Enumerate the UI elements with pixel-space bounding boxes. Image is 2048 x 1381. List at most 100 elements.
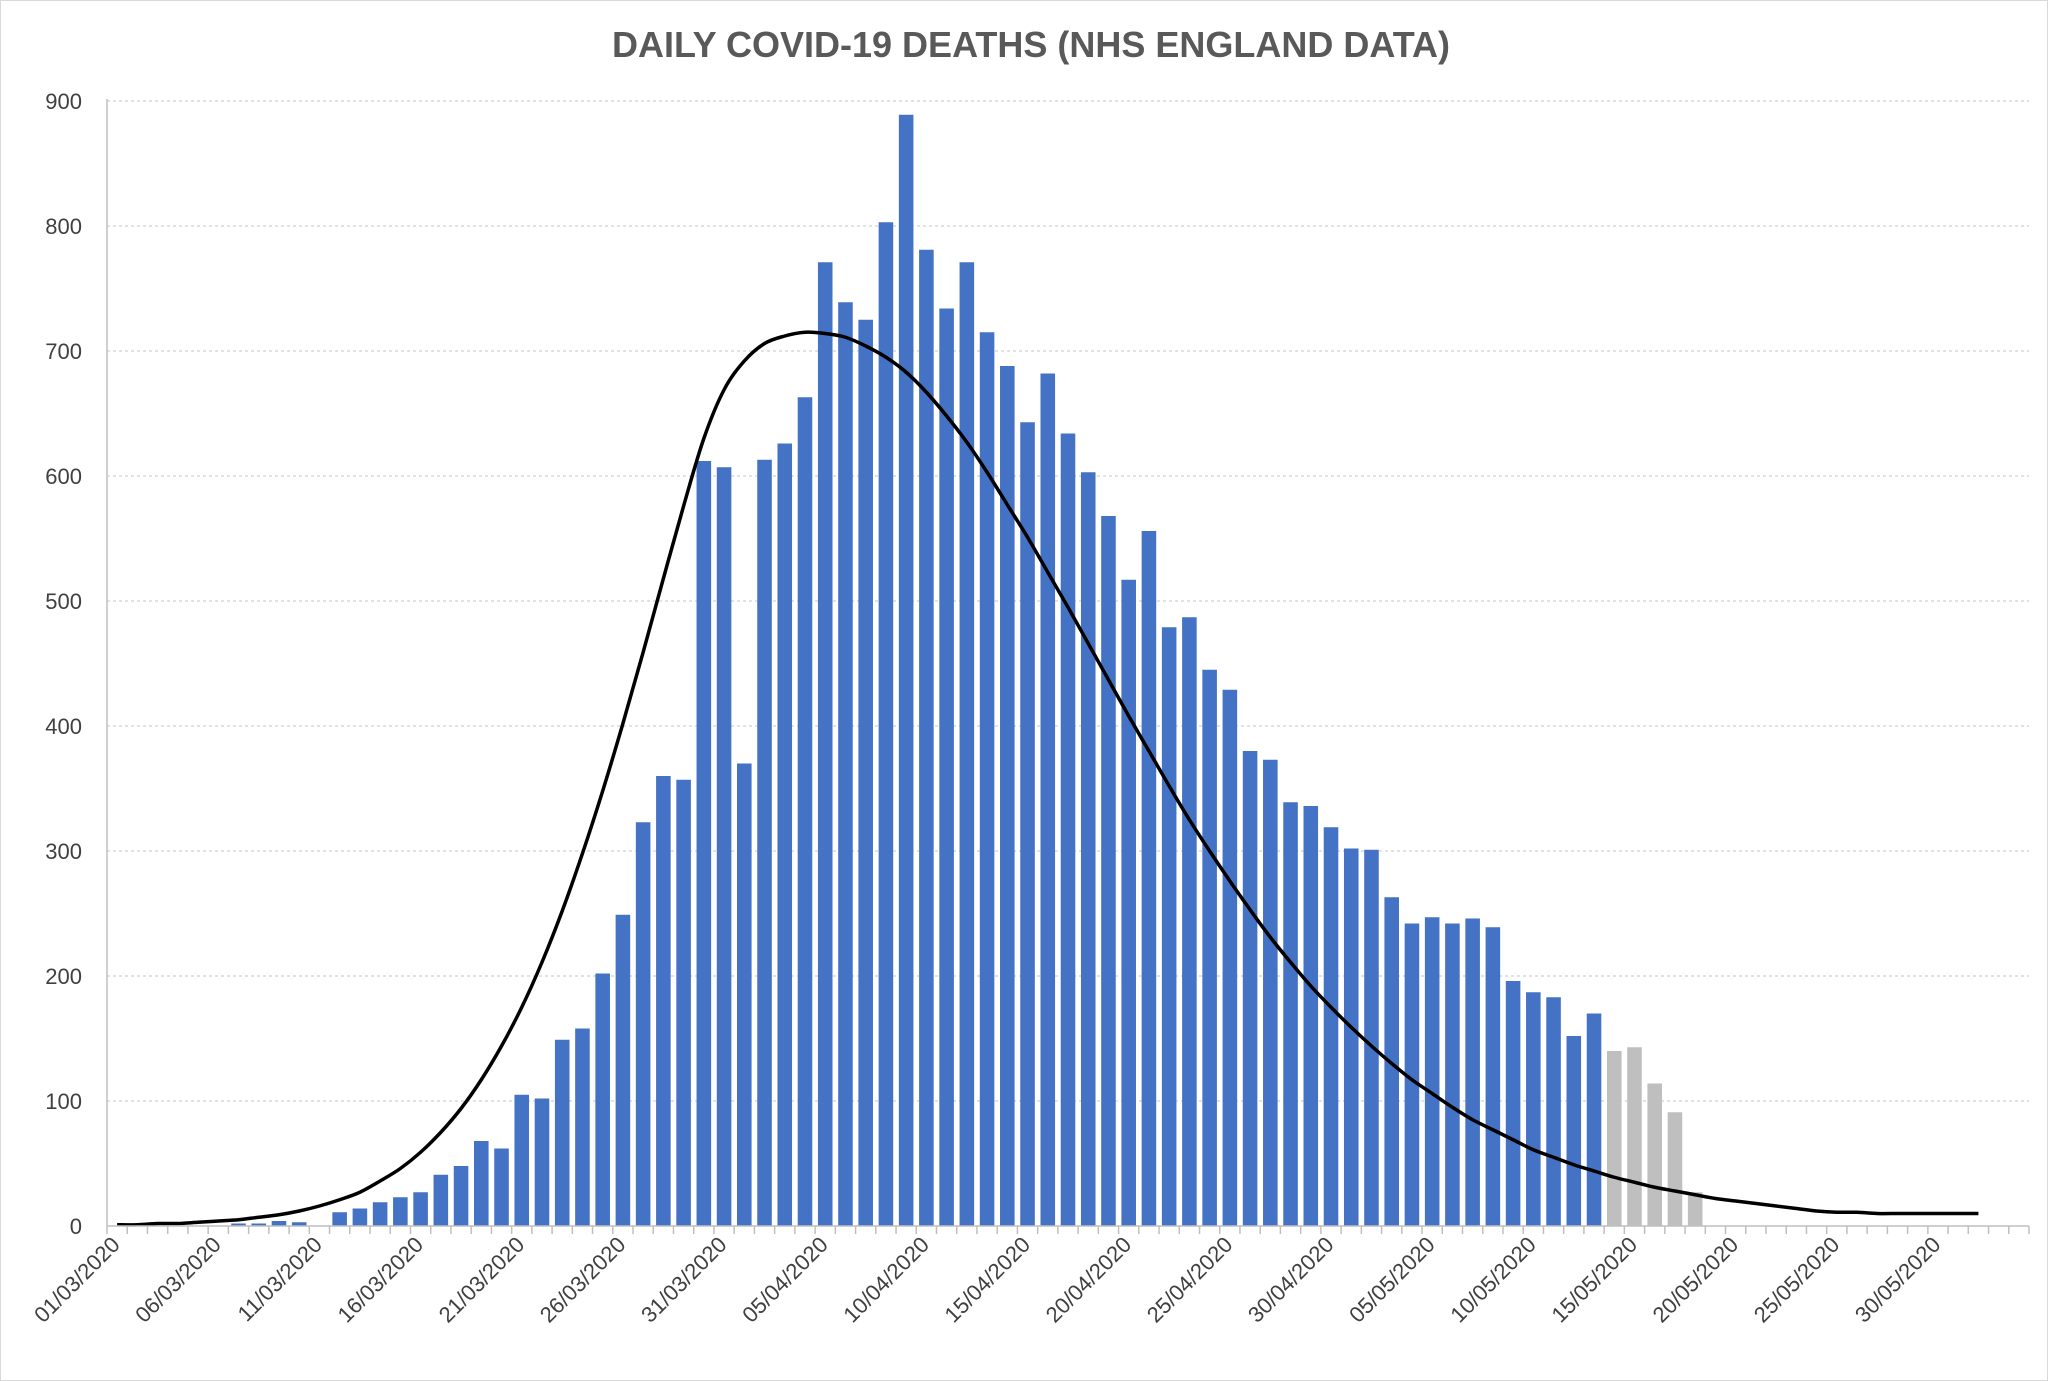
bar bbox=[1627, 1047, 1642, 1226]
x-tick-label: 30/04/2020 bbox=[1243, 1232, 1339, 1328]
bar bbox=[291, 1222, 307, 1226]
bar bbox=[1465, 918, 1480, 1226]
bar bbox=[939, 308, 954, 1226]
x-tick-label: 11/03/2020 bbox=[233, 1232, 327, 1326]
bar bbox=[1526, 992, 1541, 1226]
bar bbox=[878, 222, 894, 1226]
bar bbox=[1222, 689, 1238, 1226]
bar bbox=[271, 1221, 287, 1226]
bar bbox=[898, 114, 914, 1226]
bar bbox=[1667, 1112, 1683, 1226]
bar bbox=[656, 776, 671, 1226]
y-tick-label: 900 bbox=[45, 89, 82, 114]
trend-line-group bbox=[117, 330, 1979, 1227]
bar bbox=[615, 914, 631, 1226]
x-tick-label: 20/04/2020 bbox=[1041, 1232, 1137, 1328]
bar bbox=[494, 1148, 509, 1226]
y-tick-label: 500 bbox=[45, 589, 82, 614]
bar bbox=[393, 1197, 408, 1226]
chart-title: DAILY COVID-19 DEATHS (NHS ENGLAND DATA) bbox=[612, 24, 1450, 65]
bar bbox=[1546, 997, 1561, 1226]
bar bbox=[1424, 917, 1440, 1226]
bar bbox=[514, 1094, 530, 1226]
trend-line bbox=[117, 330, 1979, 1227]
bar bbox=[959, 262, 975, 1226]
bar bbox=[777, 443, 793, 1226]
bar bbox=[554, 1039, 570, 1226]
bar bbox=[1263, 759, 1278, 1226]
bar bbox=[716, 467, 732, 1226]
bar bbox=[1343, 848, 1359, 1226]
bar bbox=[797, 397, 813, 1226]
bar bbox=[1647, 1083, 1662, 1226]
bar bbox=[433, 1174, 449, 1226]
bar bbox=[737, 763, 752, 1226]
bar bbox=[332, 1212, 347, 1226]
bar bbox=[1182, 617, 1197, 1226]
x-tick-label: 26/03/2020 bbox=[535, 1232, 631, 1328]
bar bbox=[635, 822, 651, 1226]
bar bbox=[1161, 627, 1177, 1226]
y-axis-ticks: 0 100 200 300 400 500 600 700 800 900 bbox=[45, 89, 82, 1239]
x-tick-label: 21/03/2020 bbox=[434, 1232, 530, 1328]
bar bbox=[1586, 1013, 1602, 1226]
bar bbox=[1080, 472, 1096, 1226]
bar bbox=[1040, 373, 1056, 1226]
bar bbox=[1202, 669, 1217, 1226]
bar bbox=[575, 1028, 590, 1226]
bar bbox=[1020, 422, 1035, 1226]
x-tick-label: 31/03/2020 bbox=[636, 1232, 732, 1328]
x-tick-label: 10/04/2020 bbox=[838, 1232, 934, 1328]
bar bbox=[1060, 433, 1076, 1226]
bar bbox=[1141, 531, 1157, 1226]
x-tick-label: 16/03/2020 bbox=[333, 1232, 429, 1328]
y-tick-label: 600 bbox=[45, 464, 82, 489]
y-tick-label: 700 bbox=[45, 339, 82, 364]
bars bbox=[231, 114, 1703, 1226]
bar bbox=[1323, 827, 1339, 1226]
bar bbox=[1303, 806, 1319, 1226]
bar bbox=[372, 1202, 388, 1226]
y-tick-label: 100 bbox=[45, 1089, 82, 1114]
x-tick-label: 05/05/2020 bbox=[1344, 1232, 1440, 1328]
y-tick-label: 300 bbox=[45, 839, 82, 864]
x-tick-label: 15/04/2020 bbox=[940, 1232, 1036, 1328]
x-tick-label: 15/05/2020 bbox=[1546, 1232, 1642, 1328]
bar bbox=[474, 1141, 489, 1226]
x-tick-label: 25/05/2020 bbox=[1749, 1232, 1845, 1328]
y-tick-label: 200 bbox=[45, 964, 82, 989]
bar bbox=[696, 461, 712, 1226]
bar bbox=[676, 779, 691, 1226]
bar bbox=[979, 332, 995, 1226]
bar bbox=[1485, 927, 1501, 1226]
bar bbox=[1404, 923, 1420, 1226]
bar bbox=[534, 1098, 550, 1226]
bar bbox=[1606, 1051, 1622, 1226]
y-tick-label: 0 bbox=[70, 1214, 82, 1239]
bar bbox=[453, 1166, 469, 1226]
bar bbox=[595, 973, 610, 1226]
bar bbox=[352, 1208, 368, 1226]
bar bbox=[1121, 579, 1136, 1226]
bar bbox=[1566, 1036, 1582, 1226]
bar bbox=[757, 459, 772, 1226]
bar bbox=[413, 1192, 428, 1226]
y-tick-label: 800 bbox=[45, 214, 82, 239]
bar bbox=[1687, 1192, 1703, 1226]
x-tick-label: 10/05/2020 bbox=[1445, 1232, 1541, 1328]
bar bbox=[231, 1223, 246, 1226]
bar bbox=[1000, 366, 1015, 1226]
bar bbox=[1283, 802, 1298, 1226]
y-tick-label: 400 bbox=[45, 714, 82, 739]
bar bbox=[1101, 516, 1116, 1226]
bar bbox=[919, 249, 934, 1226]
bar bbox=[1445, 923, 1460, 1226]
bar bbox=[251, 1223, 267, 1226]
x-tick-label: 01/03/2020 bbox=[29, 1232, 125, 1328]
bar bbox=[858, 319, 873, 1226]
bar bbox=[1505, 981, 1521, 1226]
x-tick-label: 06/03/2020 bbox=[130, 1232, 226, 1328]
bar bbox=[838, 302, 853, 1226]
